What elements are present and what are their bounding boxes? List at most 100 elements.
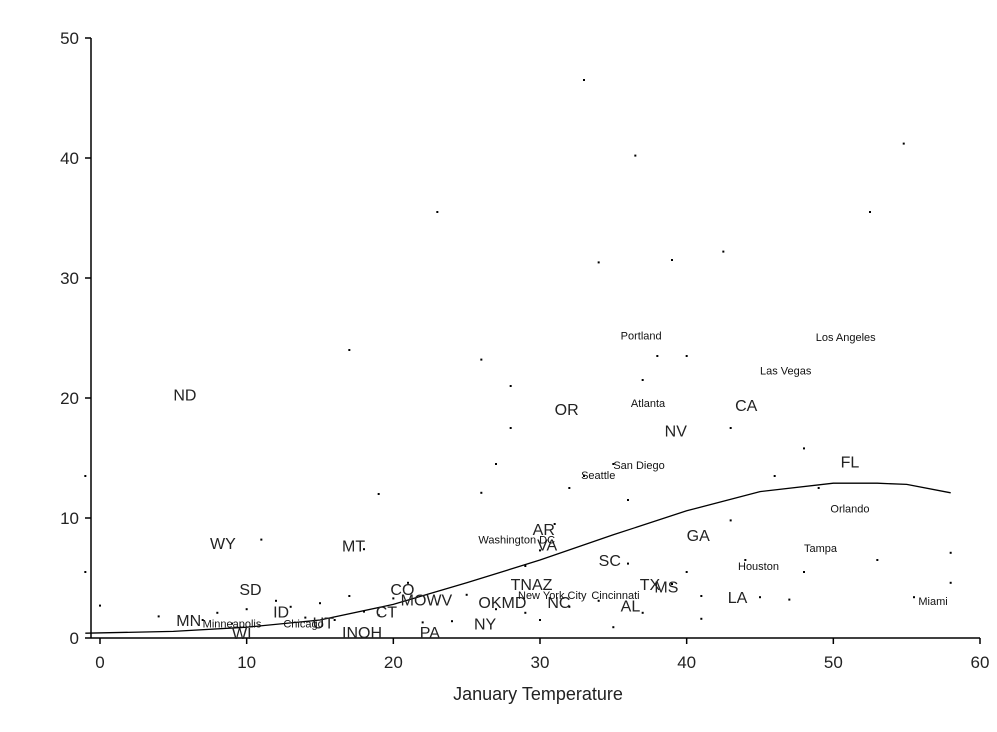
data-point bbox=[773, 475, 776, 477]
axes bbox=[90, 38, 980, 639]
data-point bbox=[553, 523, 556, 525]
data-point bbox=[700, 617, 703, 620]
data-point bbox=[612, 626, 615, 629]
state-label: MN bbox=[176, 613, 201, 630]
state-label: OR bbox=[555, 402, 579, 419]
state-label: CT bbox=[376, 605, 398, 622]
city-label: Los Angeles bbox=[816, 332, 876, 344]
data-point bbox=[377, 493, 380, 495]
data-point bbox=[671, 259, 673, 261]
data-point bbox=[568, 605, 571, 608]
city-label: Washington DC bbox=[478, 535, 555, 547]
data-point bbox=[700, 595, 703, 597]
data-point bbox=[817, 487, 820, 489]
state-label: WI bbox=[232, 626, 252, 643]
city-label: Chicago bbox=[283, 619, 323, 631]
city-label: Minneapolis bbox=[203, 619, 262, 631]
city-label: Tampa bbox=[804, 543, 838, 555]
data-point bbox=[275, 599, 277, 602]
data-point bbox=[157, 615, 160, 618]
x-tick-label: 50 bbox=[824, 653, 843, 672]
y-tick-label: 30 bbox=[60, 269, 79, 288]
city-label: Cincinnati bbox=[591, 590, 639, 602]
data-point bbox=[84, 475, 87, 477]
city-label: San Diego bbox=[613, 460, 664, 472]
state-label: NV bbox=[665, 423, 688, 440]
data-point bbox=[597, 261, 600, 264]
data-point bbox=[509, 427, 512, 429]
state-label: PA bbox=[420, 625, 440, 642]
ticks: 0 10 20 30 40 50 0 10 20 30 40 50 60 bbox=[60, 29, 989, 672]
state-label: UT bbox=[313, 615, 335, 632]
data-point bbox=[348, 595, 351, 597]
state-label: NY bbox=[474, 617, 497, 634]
data-point bbox=[902, 142, 905, 145]
data-point bbox=[627, 562, 629, 565]
state-label: ND bbox=[173, 387, 196, 404]
data-point bbox=[289, 605, 292, 608]
data-point bbox=[913, 596, 915, 599]
data-point bbox=[759, 596, 761, 599]
data-point bbox=[641, 611, 644, 614]
data-point bbox=[876, 559, 879, 561]
state-label: OKMD bbox=[478, 595, 526, 612]
state-label: WY bbox=[210, 536, 236, 553]
state-label: TX bbox=[640, 577, 661, 594]
data-point bbox=[319, 602, 321, 605]
data-point bbox=[407, 581, 409, 584]
data-points bbox=[84, 79, 952, 629]
data-point bbox=[612, 463, 615, 465]
data-point bbox=[99, 604, 101, 607]
data-point bbox=[436, 603, 439, 606]
state-label: CA bbox=[735, 398, 758, 415]
data-point bbox=[231, 622, 233, 625]
data-point bbox=[480, 491, 483, 494]
data-point bbox=[465, 593, 468, 596]
data-point bbox=[377, 614, 380, 617]
city-label: New York City bbox=[518, 590, 587, 602]
data-point bbox=[216, 611, 219, 614]
data-point bbox=[363, 548, 365, 551]
y-tick-label: 0 bbox=[70, 629, 79, 648]
data-point bbox=[304, 616, 307, 619]
state-label: FL bbox=[841, 455, 860, 472]
data-point bbox=[363, 610, 365, 613]
state-label: TNAZ bbox=[511, 577, 553, 594]
data-point bbox=[201, 619, 204, 621]
data-point bbox=[744, 559, 747, 561]
data-point bbox=[436, 211, 439, 213]
data-point bbox=[348, 349, 351, 351]
data-point bbox=[245, 608, 248, 611]
x-tick-label: 20 bbox=[384, 653, 403, 672]
state-label: VA bbox=[537, 537, 557, 554]
data-point bbox=[627, 499, 629, 501]
x-tick-label: 10 bbox=[237, 653, 256, 672]
data-point bbox=[685, 355, 688, 357]
city-label: Houston bbox=[738, 561, 779, 573]
state-label: MT bbox=[342, 539, 365, 556]
state-label: MOWV bbox=[401, 593, 453, 610]
data-point bbox=[641, 379, 644, 381]
city-label: Portland bbox=[621, 331, 662, 343]
data-point bbox=[260, 538, 263, 541]
x-tick-label: 40 bbox=[677, 653, 696, 672]
x-axis-title: January Temperature bbox=[453, 684, 623, 704]
city-label: Atlanta bbox=[631, 398, 666, 410]
y-tick-label: 20 bbox=[60, 389, 79, 408]
data-point bbox=[722, 250, 725, 253]
city-label: Miami bbox=[918, 596, 947, 608]
data-point bbox=[539, 549, 541, 552]
fit-curve bbox=[85, 482, 951, 634]
state-label: NC bbox=[547, 595, 570, 612]
x-tick-label: 60 bbox=[971, 653, 990, 672]
state-label: SC bbox=[599, 553, 621, 570]
data-point bbox=[729, 427, 732, 429]
data-point bbox=[949, 581, 952, 584]
state-label: CO bbox=[390, 582, 414, 599]
data-point bbox=[671, 583, 673, 585]
data-point bbox=[568, 487, 571, 489]
state-label: AR bbox=[533, 522, 555, 539]
state-label: SD bbox=[239, 582, 261, 599]
